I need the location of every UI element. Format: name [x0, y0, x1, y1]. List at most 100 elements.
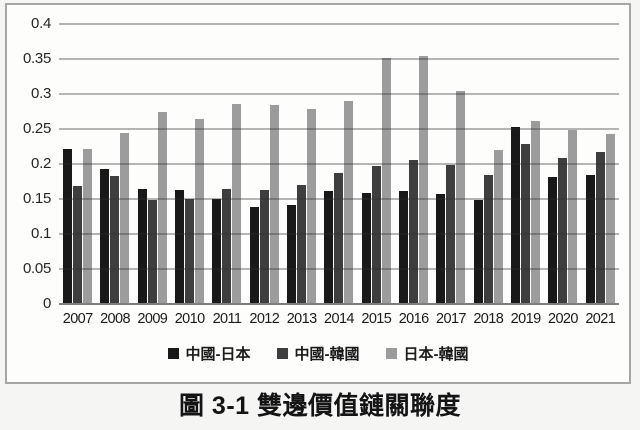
- bar-group-2009: [134, 24, 171, 304]
- y-tick-label: 0.25: [23, 120, 51, 137]
- bar-中國-日本-2020: [548, 176, 558, 304]
- bar-中國-韓國-2012: [259, 189, 269, 304]
- y-tick-label: 0.3: [31, 85, 51, 102]
- bar-中國-韓國-2007: [73, 186, 83, 304]
- x-tick-label-2018: 2018: [473, 311, 504, 327]
- bar-中國-韓國-2011: [222, 188, 232, 304]
- y-tick-label: 0.15: [23, 190, 51, 207]
- legend-swatch-icon: [167, 348, 179, 359]
- bar-中國-日本-2013: [287, 204, 297, 304]
- x-tick-label-2021: 2021: [585, 311, 616, 327]
- x-tick-label-2012: 2012: [249, 311, 280, 327]
- bar-中國-日本-2016: [399, 191, 409, 304]
- bar-中國-日本-2012: [249, 207, 259, 304]
- bar-日本-韓國-2011: [232, 103, 242, 304]
- figure-caption: 圖 3-1 雙邊價值鏈關聯度: [178, 392, 462, 420]
- bar-中國-日本-2010: [175, 189, 185, 304]
- bar-日本-韓國-2010: [195, 118, 205, 304]
- bar-中國-韓國-2014: [334, 173, 344, 304]
- bar-日本-韓國-2017: [456, 91, 466, 304]
- bar-group-2010: [171, 24, 208, 304]
- bar-中國-韓國-2010: [185, 199, 195, 304]
- x-tick-label-2008: 2008: [100, 311, 130, 327]
- x-tick-label-2015: 2015: [361, 311, 392, 327]
- bar-日本-韓國-2007: [83, 149, 93, 304]
- legend-label: 中國-韓國: [294, 346, 360, 363]
- x-tick-label-2014: 2014: [324, 311, 354, 327]
- x-tick-label-2010: 2010: [174, 311, 205, 327]
- bar-日本-韓國-2019: [531, 120, 541, 304]
- bar-中國-日本-2019: [511, 126, 521, 304]
- legend-label: 中國-日本: [185, 346, 251, 363]
- bar-日本-韓國-2012: [269, 104, 279, 304]
- legend-swatch-icon: [276, 348, 288, 359]
- bar-中國-韓國-2020: [558, 157, 568, 304]
- x-tick-label-2016: 2016: [398, 311, 429, 327]
- bar-中國-韓國-2016: [409, 159, 419, 304]
- bar-group-2020: [544, 24, 581, 304]
- bar-中國-韓國-2009: [147, 200, 157, 304]
- bar-中國-日本-2007: [63, 148, 73, 304]
- y-tick-label: 0.2: [31, 155, 51, 172]
- bar-日本-韓國-2013: [307, 109, 317, 304]
- bar-group-2011: [208, 24, 245, 304]
- legend-swatch-icon: [385, 348, 397, 359]
- bar-中國-日本-2018: [473, 200, 483, 304]
- bar-中國-韓國-2008: [110, 175, 120, 304]
- bar-日本-韓國-2020: [568, 130, 578, 304]
- x-axis: 2007 2008 2009 2010 2011 2012 2013 2014 2015 2016…: [59, 311, 619, 327]
- bar-中國-日本-2014: [324, 191, 334, 304]
- y-tick-label: 0: [42, 295, 51, 312]
- bar-series-container: [59, 24, 619, 304]
- bar-group-2021: [582, 24, 619, 304]
- chart-frame: 0.4 0.35 0.3 0.25 0.2 0.15 0.1 0.05 0 2007 2008 20…: [5, 3, 631, 384]
- x-tick-label-2017: 2017: [436, 311, 466, 327]
- x-tick-label-2019: 2019: [510, 311, 541, 327]
- bar-日本-韓國-2021: [605, 133, 615, 304]
- bar-中國-日本-2009: [137, 189, 147, 304]
- plot-area: [59, 23, 619, 305]
- bar-中國-韓國-2021: [595, 152, 605, 304]
- bar-group-2017: [432, 24, 469, 304]
- legend-item-日本-韓國: 日本-韓國: [385, 343, 469, 364]
- bar-中國-日本-2015: [361, 192, 371, 304]
- bar-中國-日本-2008: [100, 168, 110, 304]
- bar-中國-韓國-2013: [297, 185, 307, 304]
- bar-日本-韓國-2018: [493, 150, 503, 304]
- bar-中國-韓國-2015: [371, 166, 381, 304]
- bar-中國-日本-2011: [212, 199, 222, 304]
- bar-中國-日本-2021: [585, 175, 595, 304]
- bar-group-2012: [246, 24, 283, 304]
- bar-group-2016: [395, 24, 432, 304]
- legend-item-中國-韓國: 中國-韓國: [276, 343, 360, 364]
- bar-中國-韓國-2018: [483, 174, 493, 304]
- bar-中國-韓國-2019: [521, 143, 531, 304]
- x-tick-label-2007: 2007: [62, 311, 93, 327]
- bar-日本-韓國-2009: [157, 112, 167, 304]
- bar-中國-韓國-2017: [446, 165, 456, 304]
- legend-label: 日本-韓國: [403, 346, 469, 363]
- y-tick-label: 0.4: [31, 15, 51, 32]
- legend: 中國-日本 中國-韓國 日本-韓國: [7, 343, 629, 364]
- bar-group-2013: [283, 24, 320, 304]
- bar-group-2015: [358, 24, 395, 304]
- x-tick-label-2009: 2009: [137, 311, 168, 327]
- y-tick-label: 0.1: [31, 225, 51, 242]
- bar-日本-韓國-2016: [419, 55, 429, 304]
- bar-日本-韓國-2014: [344, 101, 354, 304]
- y-tick-label: 0.05: [23, 260, 51, 277]
- x-tick-label-2020: 2020: [548, 311, 578, 327]
- bar-group-2019: [507, 24, 544, 304]
- bar-group-2008: [96, 24, 133, 304]
- bar-group-2018: [470, 24, 507, 304]
- y-tick-label: 0.35: [23, 50, 51, 67]
- bar-日本-韓國-2008: [120, 133, 130, 304]
- x-axis-line: [59, 303, 619, 305]
- bar-日本-韓國-2015: [381, 57, 391, 304]
- x-tick-label-2013: 2013: [286, 311, 317, 327]
- bar-中國-日本-2017: [436, 194, 446, 304]
- legend-item-中國-日本: 中國-日本: [167, 343, 251, 364]
- x-tick-label-2011: 2011: [212, 311, 242, 327]
- bar-group-2014: [320, 24, 357, 304]
- bar-group-2007: [59, 24, 96, 304]
